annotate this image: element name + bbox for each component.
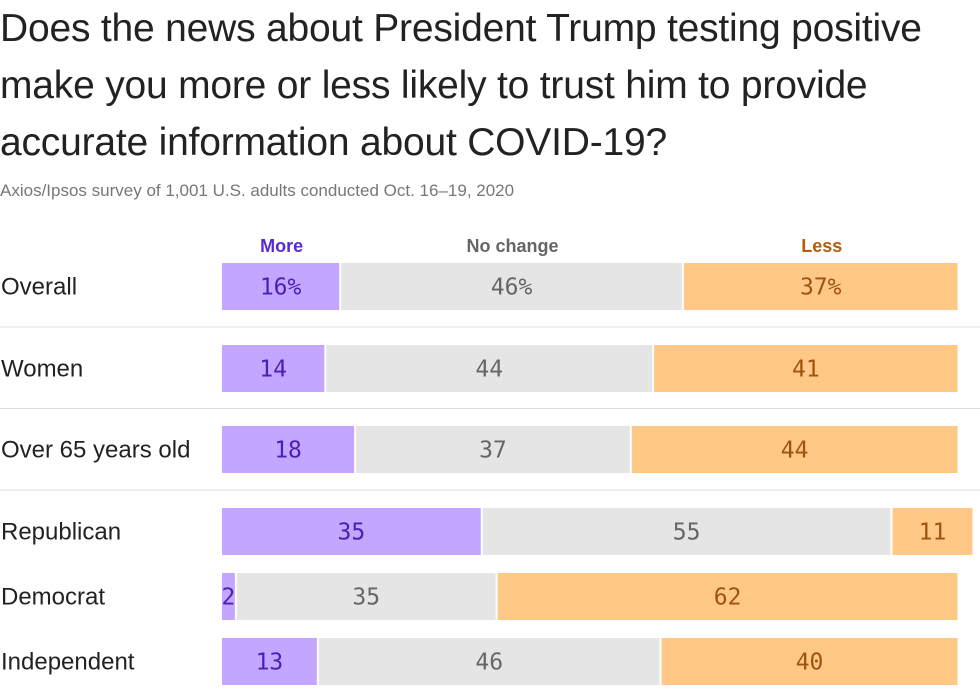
bar-segment-more [222, 426, 355, 473]
chart-title: Does the news about President Trump test… [0, 7, 922, 164]
data-label-less: 11 [919, 520, 947, 546]
data-label-more: 2 [222, 585, 236, 611]
data-label-more: 35 [338, 520, 366, 546]
data-label-less: 37% [800, 275, 842, 301]
data-label-less: 62 [714, 585, 742, 611]
data-label-more: 14 [259, 357, 287, 383]
data-label-no-change: 35 [352, 585, 380, 611]
legend-label-no-change: No change [467, 236, 559, 256]
data-label-less: 40 [796, 650, 824, 676]
chart-subtitle: Axios/Ipsos survey of 1,001 U.S. adults … [0, 181, 515, 200]
bar-segment-no-change [326, 345, 653, 392]
bar-segment-less [892, 508, 973, 555]
category-label: Overall [1, 274, 77, 301]
bar-segment-less [683, 263, 958, 310]
legend-label-less: Less [801, 236, 842, 256]
bar-segment-less [497, 573, 958, 620]
bar-segment-less [631, 426, 958, 473]
data-label-less: 41 [792, 357, 820, 383]
bar-segment-more [222, 345, 325, 392]
bar-segment-more [222, 638, 317, 685]
bar-segment-less [654, 345, 958, 392]
category-label: Over 65 years old [1, 437, 190, 464]
data-label-no-change: 46% [491, 275, 533, 301]
bar-segment-no-change [482, 508, 891, 555]
data-label-more: 18 [274, 438, 302, 464]
bar-segment-no-change [356, 426, 630, 473]
bar-segment-more [222, 508, 481, 555]
bar-segment-no-change [318, 638, 660, 685]
data-label-no-change: 46 [475, 650, 503, 676]
bar-segment-more [222, 573, 235, 620]
data-label-less: 44 [781, 438, 809, 464]
bar-segment-no-change [341, 263, 682, 310]
bar-segment-more [222, 263, 340, 310]
bar-segment-less [661, 638, 958, 685]
category-label: Republican [1, 519, 121, 546]
data-label-no-change: 37 [479, 438, 507, 464]
data-label-more: 13 [256, 650, 284, 676]
data-label-no-change: 55 [673, 520, 701, 546]
bar-segment-no-change [236, 573, 496, 620]
category-label: Democrat [1, 584, 105, 611]
category-label: Women [1, 356, 83, 383]
data-label-more: 16% [260, 275, 302, 301]
data-label-no-change: 44 [475, 357, 503, 383]
legend-label-more: More [260, 236, 303, 256]
category-label: Independent [1, 649, 135, 676]
